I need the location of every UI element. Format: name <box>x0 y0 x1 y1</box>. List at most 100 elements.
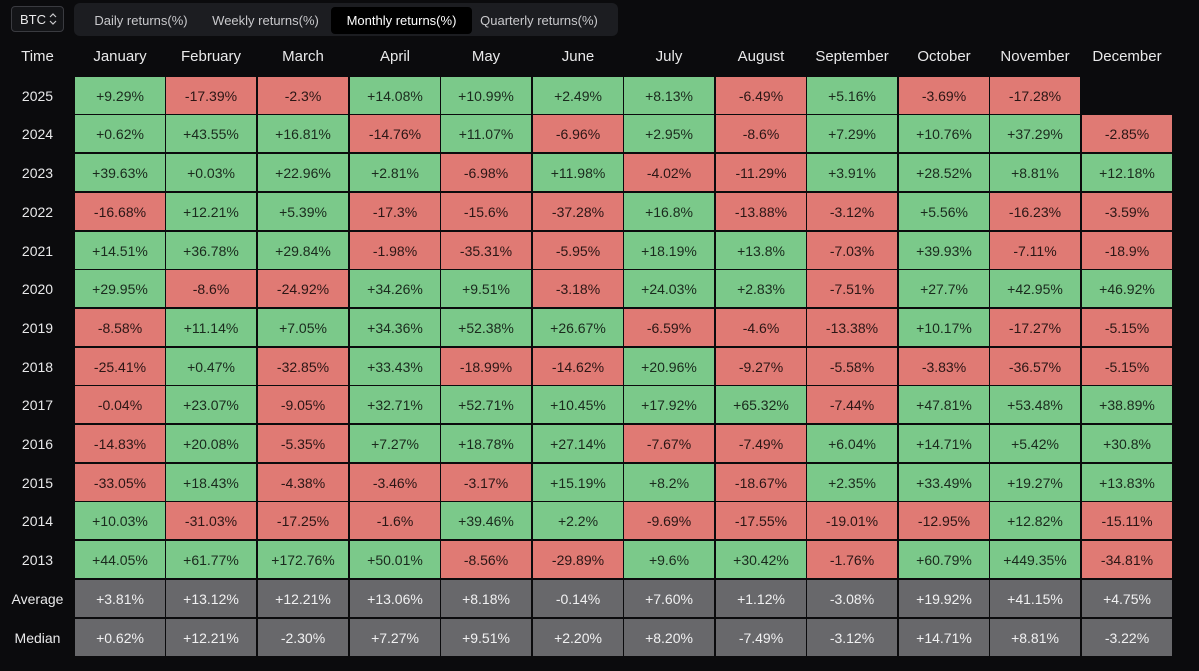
tab-quarterly-returns[interactable]: Quarterly returns(%) <box>480 13 598 28</box>
return-cell-april: -17.3% <box>350 193 440 230</box>
return-cell-april: +32.71% <box>350 386 440 423</box>
column-header-march: March <box>282 48 324 65</box>
year-label: 2019 <box>21 319 54 336</box>
return-cell-november: -7.11% <box>990 232 1080 269</box>
return-cell-august: -7.49% <box>716 425 806 462</box>
return-cell-january: -14.83% <box>75 425 165 462</box>
year-label: 2021 <box>21 242 54 259</box>
return-cell-september: -1.76% <box>807 541 897 578</box>
return-cell-march: -24.92% <box>258 270 348 307</box>
return-cell-august: -4.6% <box>716 309 806 346</box>
table-row-2013: 2013 +44.05% +61.77% +172.76% +50.01% -8.56% -… <box>0 541 1199 578</box>
tab-weekly-returns[interactable]: Weekly returns(%) <box>212 13 319 28</box>
return-cell-january: +0.62% <box>75 115 165 152</box>
return-cell-june: +2.20% <box>533 619 623 656</box>
table-row-2017: 2017 -0.04% +23.07% -9.05% +32.71% +52.71% +10… <box>0 386 1199 423</box>
returns-tabs: Daily returns(%) Weekly returns(%) Monthly… <box>74 3 618 36</box>
return-cell-november: -36.57% <box>990 348 1080 385</box>
return-cell-september: +2.35% <box>807 464 897 501</box>
sort-chevrons-icon <box>49 13 57 25</box>
tab-monthly-returns[interactable]: Monthly returns(%) <box>331 7 472 34</box>
return-cell-august: +65.32% <box>716 386 806 423</box>
return-cell-november: -17.28% <box>990 77 1080 114</box>
return-cell-december: +30.8% <box>1082 425 1172 462</box>
tab-daily-returns[interactable]: Daily returns(%) <box>94 13 188 28</box>
return-cell-november: +8.81% <box>990 619 1080 656</box>
return-cell-june: +27.14% <box>533 425 623 462</box>
return-cell-april: +34.36% <box>350 309 440 346</box>
return-cell-january: +3.81% <box>75 580 165 617</box>
return-cell-april: +34.26% <box>350 270 440 307</box>
column-header-may: May <box>471 48 501 65</box>
return-cell-april: +2.81% <box>350 154 440 191</box>
table-row-2021: 2021 +14.51% +36.78% +29.84% -1.98% -35.31% -5… <box>0 232 1199 269</box>
return-cell-december: +38.89% <box>1082 386 1172 423</box>
return-cell-february: +43.55% <box>166 115 256 152</box>
return-cell-may: +10.99% <box>441 77 531 114</box>
toolbar: BTC Daily returns(%) Weekly returns(%) Mon… <box>0 0 1199 40</box>
year-label: 2016 <box>21 435 54 452</box>
return-cell-may: -6.98% <box>441 154 531 191</box>
return-cell-january: -33.05% <box>75 464 165 501</box>
return-cell-july: +8.13% <box>624 77 714 114</box>
return-cell-september: -5.58% <box>807 348 897 385</box>
table-row-2023: 2023 +39.63% +0.03% +22.96% +2.81% -6.98% +11.… <box>0 154 1199 191</box>
return-cell-may: +11.07% <box>441 115 531 152</box>
column-header-july: July <box>655 48 683 65</box>
return-cell-february: +36.78% <box>166 232 256 269</box>
return-cell-august: -18.67% <box>716 464 806 501</box>
return-cell-june: -37.28% <box>533 193 623 230</box>
return-cell-may: +52.38% <box>441 309 531 346</box>
return-cell-july: -6.59% <box>624 309 714 346</box>
return-cell-december: -34.81% <box>1082 541 1172 578</box>
year-label: 2022 <box>21 203 54 220</box>
return-cell-august: +2.83% <box>716 270 806 307</box>
asset-select[interactable]: BTC <box>11 6 64 32</box>
return-cell-september: -13.38% <box>807 309 897 346</box>
table-row-2019: 2019 -8.58% +11.14% +7.05% +34.36% +52.38% +26… <box>0 309 1199 346</box>
return-cell-february: +12.21% <box>166 193 256 230</box>
return-cell-july: +20.96% <box>624 348 714 385</box>
return-cell-july: +24.03% <box>624 270 714 307</box>
column-header-june: June <box>561 48 595 65</box>
return-cell-april: +14.08% <box>350 77 440 114</box>
return-cell-october: +10.17% <box>899 309 989 346</box>
return-cell-december: -18.9% <box>1082 232 1172 269</box>
return-cell-february: -31.03% <box>166 502 256 539</box>
return-cell-april: +7.27% <box>350 619 440 656</box>
return-cell-july: +8.20% <box>624 619 714 656</box>
return-cell-june: +26.67% <box>533 309 623 346</box>
return-cell-august: -7.49% <box>716 619 806 656</box>
column-header-january: January <box>93 48 147 65</box>
return-cell-february: -8.6% <box>166 270 256 307</box>
return-cell-december: +13.83% <box>1082 464 1172 501</box>
return-cell-september: -3.12% <box>807 193 897 230</box>
return-cell-december: -2.85% <box>1082 115 1172 152</box>
return-cell-september: +6.04% <box>807 425 897 462</box>
return-cell-november: +42.95% <box>990 270 1080 307</box>
return-cell-march: +12.21% <box>258 580 348 617</box>
return-cell-december <box>1082 77 1172 114</box>
return-cell-february: +23.07% <box>166 386 256 423</box>
return-cell-october: +33.49% <box>899 464 989 501</box>
table-row-2024: 2024 +0.62% +43.55% +16.81% -14.76% +11.07% -6… <box>0 115 1199 152</box>
column-header-time: Time <box>21 48 54 65</box>
return-cell-november: +12.82% <box>990 502 1080 539</box>
return-cell-march: +29.84% <box>258 232 348 269</box>
return-cell-july: +9.6% <box>624 541 714 578</box>
return-cell-january: +0.62% <box>75 619 165 656</box>
return-cell-december: -3.59% <box>1082 193 1172 230</box>
stat-label: Median <box>14 629 61 646</box>
return-cell-may: -3.17% <box>441 464 531 501</box>
return-cell-may: -15.6% <box>441 193 531 230</box>
return-cell-september: -7.03% <box>807 232 897 269</box>
return-cell-may: -18.99% <box>441 348 531 385</box>
return-cell-july: +8.2% <box>624 464 714 501</box>
return-cell-june: -5.95% <box>533 232 623 269</box>
return-cell-july: +17.92% <box>624 386 714 423</box>
return-cell-march: -4.38% <box>258 464 348 501</box>
return-cell-september: +5.16% <box>807 77 897 114</box>
return-cell-march: -32.85% <box>258 348 348 385</box>
table-row-2025: 2025 +9.29% -17.39% -2.3% +14.08% +10.99% +2.4… <box>0 77 1199 114</box>
return-cell-april: -14.76% <box>350 115 440 152</box>
